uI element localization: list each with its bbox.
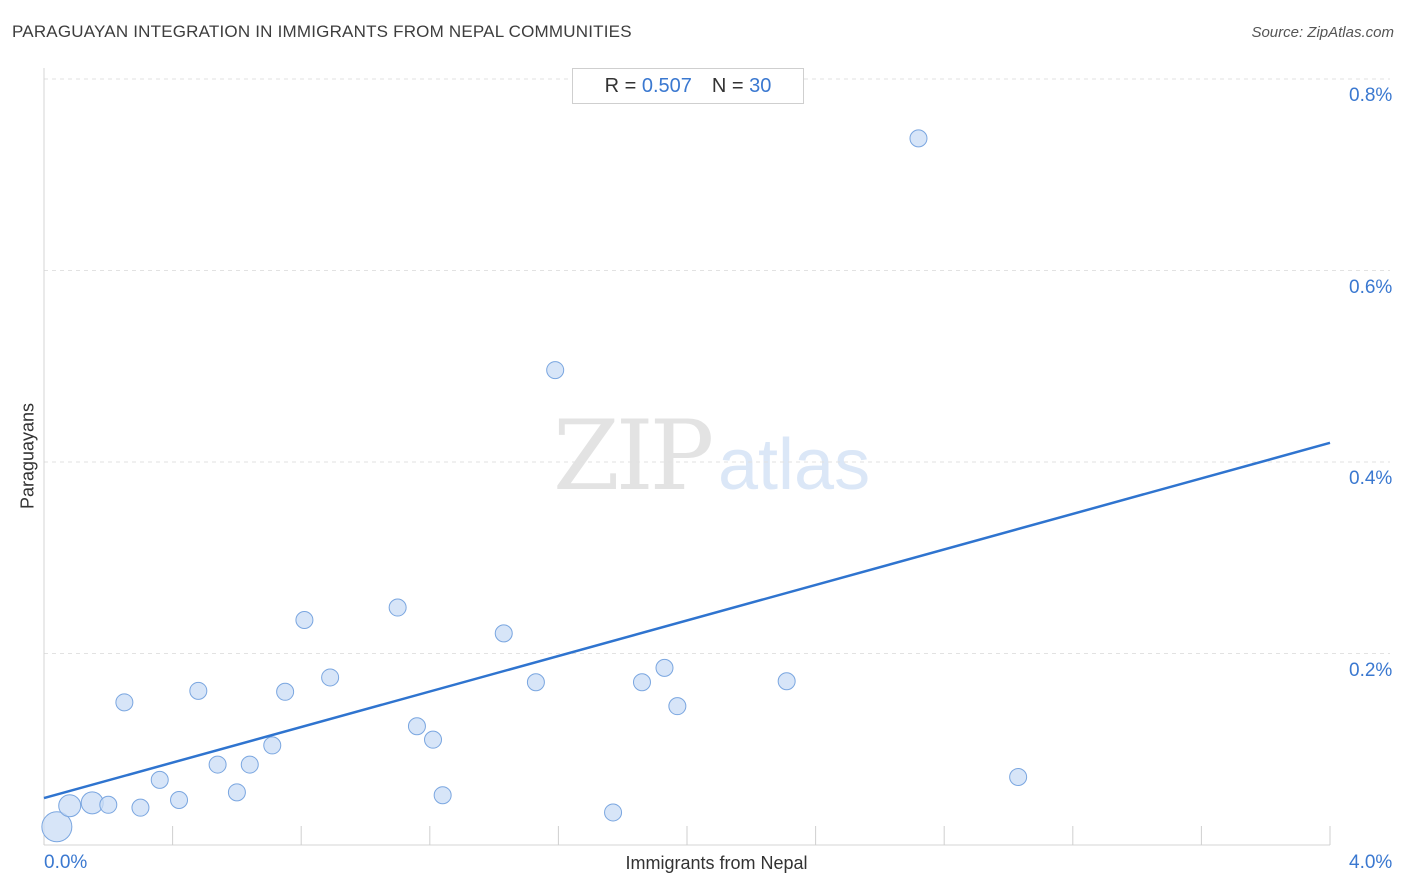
data-point xyxy=(424,730,443,749)
x-tick-label: 0.0% xyxy=(44,852,88,873)
data-point xyxy=(263,736,282,755)
data-point xyxy=(170,790,189,809)
grid-lines xyxy=(44,78,1390,654)
data-point xyxy=(655,658,674,677)
data-point xyxy=(189,681,208,700)
r-value: 0.507 xyxy=(641,74,692,97)
data-point xyxy=(777,672,796,691)
data-point xyxy=(1009,768,1028,787)
chart-title: PARAGUAYAN INTEGRATION IN IMMIGRANTS FRO… xyxy=(12,22,632,41)
data-point xyxy=(208,755,227,774)
n-value: 30 xyxy=(749,74,772,97)
data-point xyxy=(131,798,150,817)
watermark-zip: ZIP xyxy=(553,400,714,512)
data-point xyxy=(115,693,134,712)
n-label: N = xyxy=(711,74,744,97)
axes xyxy=(43,68,1331,846)
y-tick-label: 0.2% xyxy=(1349,659,1393,681)
data-point xyxy=(321,668,340,687)
data-points xyxy=(41,129,1028,843)
r-label: R = xyxy=(604,74,637,97)
data-point xyxy=(150,770,169,789)
data-point xyxy=(407,717,426,736)
x-tick-label: 4.0% xyxy=(1349,852,1393,873)
y-tick-label: 0.8% xyxy=(1349,85,1393,106)
x-axis-title: Immigrants from Nepal xyxy=(625,853,808,873)
data-point xyxy=(99,795,118,814)
trend-line-group xyxy=(43,441,1331,800)
data-point xyxy=(909,129,928,148)
data-point xyxy=(295,610,314,629)
data-point xyxy=(668,697,687,716)
data-point xyxy=(604,803,623,822)
correlation-stat-box: R = 0.507 N = 30 xyxy=(572,68,804,104)
data-point xyxy=(433,786,452,805)
y-axis-title: Paraguayans xyxy=(17,402,38,510)
data-point xyxy=(494,624,513,643)
data-point xyxy=(227,783,246,802)
data-point xyxy=(276,682,295,701)
data-point xyxy=(388,598,407,617)
y-tick-label: 0.4% xyxy=(1349,468,1393,489)
data-point xyxy=(58,794,82,818)
data-point xyxy=(240,755,259,774)
y-tick-label: 0.6% xyxy=(1349,276,1393,298)
source-note: Source: ZipAtlas.com xyxy=(1251,24,1394,41)
data-point xyxy=(546,361,565,380)
data-point xyxy=(41,811,73,843)
trend-line xyxy=(43,441,1331,800)
watermark-atlas: atlas xyxy=(718,425,871,505)
data-point xyxy=(632,673,651,692)
data-point xyxy=(526,673,545,692)
